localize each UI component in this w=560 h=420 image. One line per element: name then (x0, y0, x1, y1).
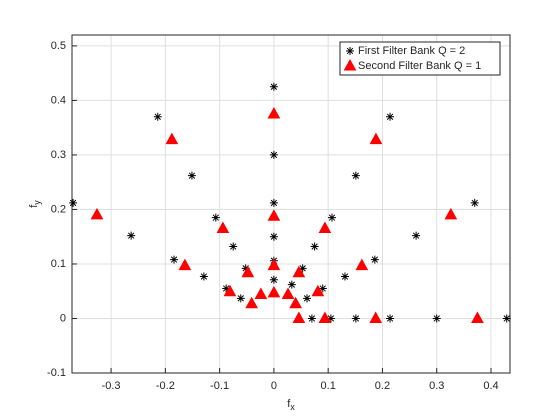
point (386, 112, 395, 121)
point (90, 207, 104, 220)
legend-box (339, 41, 501, 76)
point (370, 255, 379, 264)
legend-marker (343, 58, 357, 71)
point (187, 171, 196, 180)
x-tick-label: -0.1 (210, 380, 229, 392)
point (386, 314, 395, 323)
point (269, 232, 278, 241)
point (310, 242, 319, 251)
point (351, 171, 360, 180)
point (69, 198, 78, 207)
y-tick-label: 0.4 (51, 94, 66, 106)
point (307, 314, 316, 323)
point (267, 209, 281, 221)
x-tick-label: 0.2 (375, 380, 390, 392)
y-tick-label: -0.1 (47, 367, 66, 379)
point (292, 265, 306, 278)
point (281, 287, 295, 299)
point (432, 314, 441, 323)
point (502, 314, 511, 323)
point (170, 255, 179, 264)
point (269, 275, 278, 284)
point (355, 258, 369, 271)
point (229, 242, 238, 251)
point (254, 287, 268, 299)
point (211, 213, 220, 222)
y-tick-label: 0.1 (51, 258, 66, 270)
point (267, 258, 281, 271)
point (298, 264, 307, 273)
point (303, 294, 312, 303)
legend-label: Second Filter Bank Q = 1 (358, 60, 481, 72)
y-label-sub: y (32, 200, 42, 205)
point (269, 82, 278, 91)
point (444, 207, 458, 220)
x-tick-label: 0.1 (321, 380, 336, 392)
x-tick-label: -0.3 (102, 380, 121, 392)
x-tick-label: -0.2 (156, 380, 175, 392)
point (318, 284, 327, 293)
point (153, 112, 162, 121)
point (351, 314, 360, 323)
y-tick-label: 0 (60, 312, 66, 324)
legend-marker (346, 47, 354, 55)
x-tick-label: 0.4 (483, 380, 498, 392)
point (223, 284, 237, 297)
x-tick-label: 0.3 (429, 380, 444, 392)
point (287, 280, 296, 289)
point (369, 132, 383, 145)
point (318, 311, 332, 323)
x-tick-label: 0 (271, 380, 277, 392)
x-label-sub: x (290, 402, 295, 412)
y-tick-label: 0.5 (51, 40, 66, 52)
plot-area (72, 35, 510, 373)
x-label-base: f (287, 398, 291, 410)
point (241, 265, 255, 278)
y-axis-label: fy (28, 200, 42, 208)
x-axis-label: fx (287, 398, 295, 412)
point (412, 231, 421, 240)
point (241, 264, 250, 273)
point (165, 132, 179, 145)
point (245, 296, 258, 309)
point (318, 221, 332, 234)
point (369, 311, 383, 323)
point (292, 311, 306, 323)
point (327, 213, 336, 222)
point (127, 231, 136, 240)
point (311, 284, 325, 297)
point (470, 198, 479, 207)
point (326, 314, 335, 323)
point (471, 311, 484, 323)
y-label-base: f (28, 204, 40, 208)
legend-label: First Filter Bank Q = 2 (358, 45, 465, 57)
point (269, 198, 278, 207)
point (199, 272, 208, 281)
point (216, 221, 230, 234)
point (289, 296, 302, 309)
point (267, 285, 281, 298)
point (269, 150, 278, 159)
point (267, 107, 281, 119)
point (341, 272, 350, 281)
point (222, 284, 231, 293)
point (236, 294, 245, 303)
y-tick-label: 0.3 (51, 149, 66, 161)
y-tick-label: 0.2 (51, 203, 66, 215)
point (178, 258, 192, 271)
